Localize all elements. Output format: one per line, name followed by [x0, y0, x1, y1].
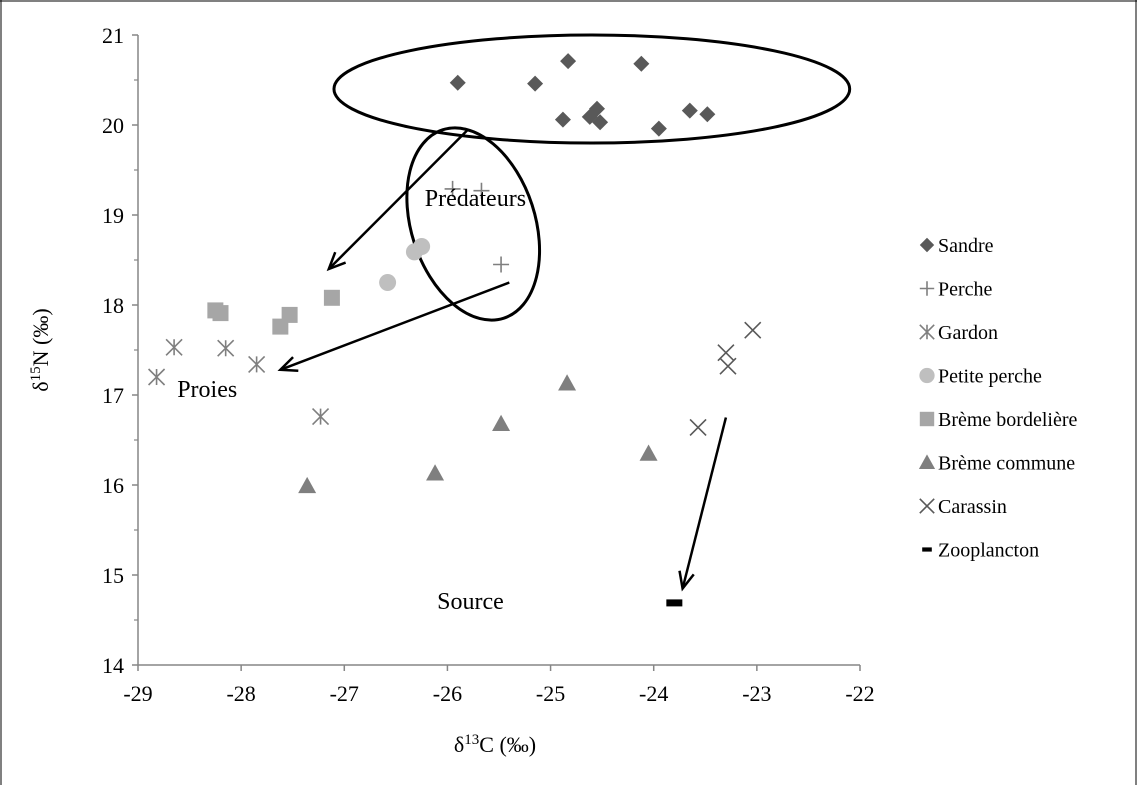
annotation-predateurs: Prédateurs — [425, 186, 526, 212]
x-tick-label: -29 — [123, 681, 152, 706]
arrow-shaft — [681, 417, 728, 589]
legend-marker-petite-perche — [919, 367, 935, 384]
legend-label-breme-commune: Brème commune — [938, 453, 1075, 475]
y-tick-label: 19 — [102, 203, 124, 228]
legend-marker-gardon — [919, 324, 935, 340]
data-point-zooplancton — [666, 599, 683, 607]
annotations: Prédateurs Proies Source — [177, 186, 526, 615]
legend-item-sandre: Sandre — [919, 235, 994, 257]
x-tick-label: -27 — [330, 681, 359, 706]
arrow-shaft — [279, 281, 510, 371]
x-tick-label: -26 — [433, 681, 462, 706]
legend-label-breme-bordeliere: Brème bordelière — [938, 409, 1077, 431]
data-points — [148, 53, 762, 607]
legend-label-zooplancton: Zooplancton — [938, 540, 1039, 562]
legend: Sandre Perche Gardon Petite perche Brème bor… — [918, 235, 1077, 562]
ellipse-sandre — [332, 33, 852, 145]
data-point-petite-perche — [379, 274, 397, 291]
data-point-gardon — [148, 368, 166, 386]
legend-label-sandre: Sandre — [938, 235, 994, 257]
data-point-carassin — [689, 418, 707, 436]
data-point-breme-bordeliere — [212, 305, 229, 322]
data-point-carassin — [744, 321, 762, 339]
y-tick-label: 14 — [102, 653, 124, 678]
data-point-breme-bordeliere — [323, 289, 340, 306]
arrow-head — [678, 570, 695, 592]
y-tick-label: 21 — [102, 23, 124, 48]
data-point-gardon — [248, 355, 266, 373]
legend-marker-carassin — [919, 498, 935, 514]
data-point-gardon — [165, 338, 183, 356]
y-tick-label: 18 — [102, 293, 124, 318]
legend-item-zooplancton: Zooplancton — [922, 540, 1039, 562]
legend-marker-perche — [919, 281, 935, 296]
data-point-sandre — [588, 100, 605, 117]
arrow — [277, 281, 510, 373]
data-point-sandre — [554, 111, 571, 128]
legend-item-breme-commune: Brème commune — [918, 453, 1075, 475]
legend-label-carassin: Carassin — [938, 496, 1007, 518]
y-axis-title: δ15N (‰) — [28, 308, 53, 391]
data-point-sandre — [650, 120, 667, 137]
data-point-carassin — [719, 357, 737, 375]
arrow — [678, 417, 728, 592]
data-point-breme-commune — [426, 464, 445, 481]
legend-marker-breme-bordeliere — [919, 411, 935, 427]
data-point-sandre — [592, 114, 609, 131]
legend-item-petite-perche: Petite perche — [919, 366, 1042, 388]
data-point-sandre — [633, 55, 650, 72]
x-tick-label: -22 — [845, 681, 874, 706]
data-point-breme-bordeliere — [281, 306, 298, 323]
legend-item-carassin: Carassin — [919, 496, 1007, 518]
ellipse-perche — [405, 126, 542, 322]
data-point-breme-commune — [639, 444, 658, 461]
legend-label-petite-perche: Petite perche — [938, 366, 1042, 388]
data-point-gardon — [311, 408, 330, 426]
data-point-perche — [473, 182, 490, 199]
annotation-source: Source — [437, 589, 504, 615]
data-point-petite-perche — [413, 238, 431, 255]
data-point-sandre — [699, 106, 716, 123]
legend-marker-zooplancton — [922, 547, 932, 552]
data-point-perche — [493, 256, 510, 273]
x-tick-label: -25 — [536, 681, 565, 706]
annotation-proies: Proies — [177, 377, 237, 403]
legend-label-gardon: Gardon — [938, 322, 998, 344]
data-point-sandre — [560, 53, 577, 70]
data-point-breme-commune — [558, 374, 577, 391]
y-tick-label: 15 — [102, 563, 124, 588]
legend-label-perche: Perche — [938, 279, 993, 301]
arrow-head — [326, 251, 347, 272]
data-point-sandre — [449, 74, 466, 91]
arrow-head — [277, 356, 299, 373]
x-tick-label: -28 — [226, 681, 255, 706]
arrow-shaft — [327, 128, 469, 270]
y-tick-label: 16 — [102, 473, 124, 498]
legend-item-perche: Perche — [919, 279, 993, 301]
legend-item-breme-bordeliere: Brème bordelière — [919, 409, 1077, 431]
legend-marker-sandre — [919, 237, 935, 253]
data-point-breme-commune — [492, 414, 511, 431]
x-axis-title: δ13C (‰) — [454, 732, 536, 757]
data-point-perche — [444, 180, 461, 197]
legend-item-gardon: Gardon — [919, 322, 998, 344]
legend-marker-breme-commune — [918, 454, 936, 469]
axes: 14 15 16 17 18 19 20 21 -29 -28 -27 -26 -25 -24 -23 -22 — [102, 23, 875, 706]
data-point-sandre — [681, 102, 698, 119]
data-point-breme-commune — [298, 476, 317, 494]
data-point-sandre — [527, 75, 544, 92]
arrow — [326, 128, 469, 272]
y-tick-label: 20 — [102, 113, 124, 138]
x-tick-label: -23 — [742, 681, 771, 706]
x-tick-label: -24 — [639, 681, 668, 706]
y-tick-label: 17 — [102, 383, 124, 408]
data-point-gardon — [217, 339, 235, 357]
